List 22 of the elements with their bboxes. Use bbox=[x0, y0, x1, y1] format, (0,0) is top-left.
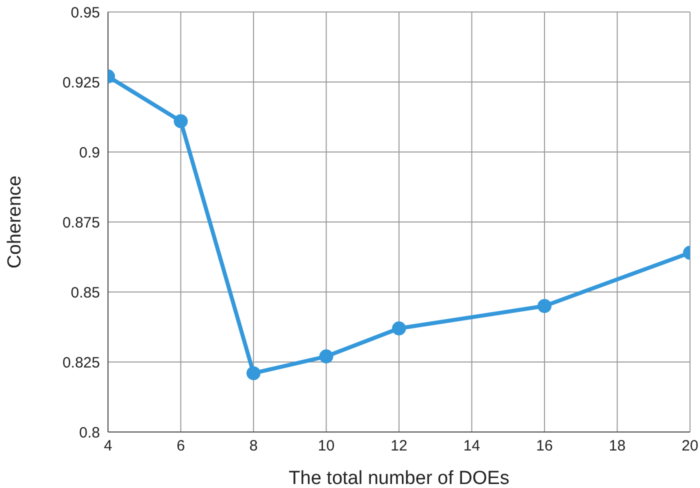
point bbox=[174, 114, 188, 128]
y-tick-label: 0.85 bbox=[70, 284, 100, 302]
y-tick-label: 0.9 bbox=[79, 144, 100, 162]
point bbox=[392, 321, 406, 336]
point bbox=[246, 366, 260, 380]
x-tick-label: 10 bbox=[318, 438, 335, 455]
x-tick-label: 16 bbox=[536, 438, 553, 455]
x-axis-title: The total number of DOEs bbox=[288, 468, 510, 488]
x-tick-label: 12 bbox=[390, 438, 408, 455]
point bbox=[319, 349, 334, 364]
y-tick-label: 0.8 bbox=[79, 424, 100, 442]
y-tick-label: 0.95 bbox=[70, 4, 100, 22]
x-tick-label: 8 bbox=[249, 438, 258, 455]
x-tick-label: 20 bbox=[682, 438, 698, 455]
x-tick-label: 18 bbox=[608, 438, 626, 455]
y-tick-label: 0.825 bbox=[62, 354, 100, 372]
x-tick-label: 14 bbox=[463, 438, 480, 455]
x-tick-label: 6 bbox=[176, 438, 185, 455]
y-tick-label: 0.875 bbox=[62, 214, 100, 232]
y-tick-label: 0.925 bbox=[62, 74, 100, 92]
y-axis-title: Coherence bbox=[4, 176, 26, 268]
x-tick-label: 4 bbox=[104, 438, 112, 455]
